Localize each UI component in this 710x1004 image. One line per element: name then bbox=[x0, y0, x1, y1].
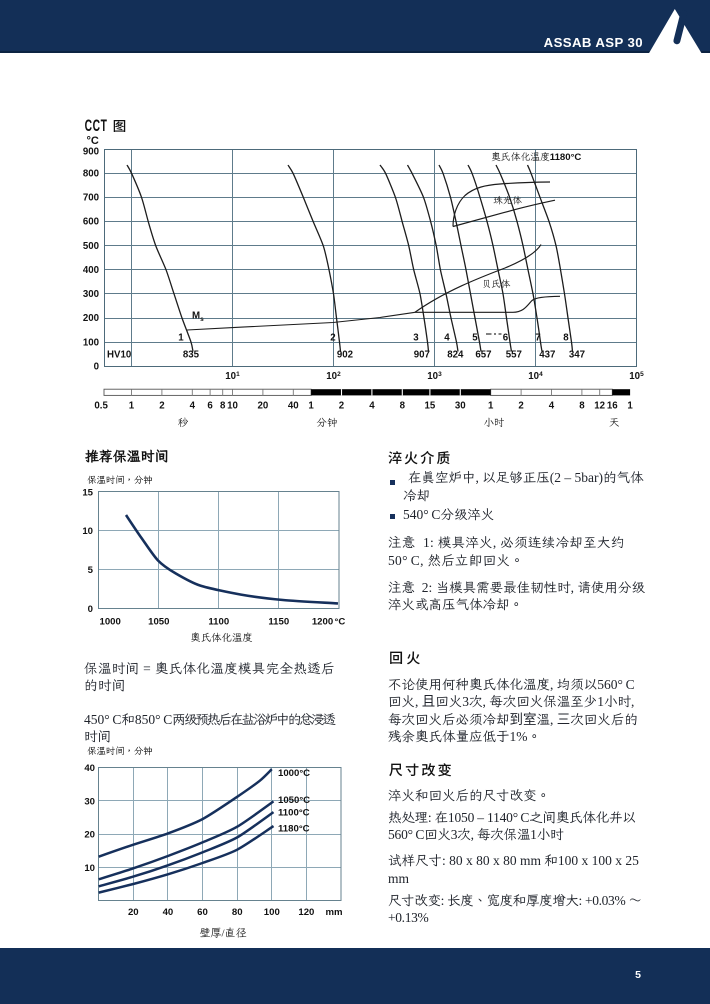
svg-text:400: 400 bbox=[83, 265, 99, 276]
svg-text:HV10: HV10 bbox=[107, 350, 131, 361]
svg-text:Ms: Ms bbox=[192, 311, 204, 324]
svg-text:贝氏体: 贝氏体 bbox=[482, 279, 511, 290]
svg-text:1000: 1000 bbox=[100, 617, 121, 628]
svg-text:°C: °C bbox=[335, 617, 346, 628]
svg-text:1: 1 bbox=[488, 401, 494, 412]
svg-text:30: 30 bbox=[455, 401, 466, 412]
svg-text:2: 2 bbox=[159, 401, 164, 412]
svg-text:600: 600 bbox=[83, 217, 99, 228]
svg-text:300: 300 bbox=[83, 289, 99, 300]
svg-text:40: 40 bbox=[163, 907, 174, 918]
svg-text:图: 图 bbox=[113, 115, 127, 135]
svg-text:1100: 1100 bbox=[208, 617, 229, 628]
svg-text:100: 100 bbox=[83, 337, 99, 348]
svg-text:347: 347 bbox=[569, 350, 585, 361]
svg-text:103: 103 bbox=[427, 371, 442, 382]
svg-text:80: 80 bbox=[232, 907, 243, 918]
svg-text:105: 105 bbox=[629, 371, 644, 382]
svg-text:8: 8 bbox=[220, 401, 226, 412]
svg-text:120: 120 bbox=[298, 907, 314, 918]
svg-text:4: 4 bbox=[549, 401, 555, 412]
svg-text:1180°C: 1180°C bbox=[278, 824, 310, 835]
svg-text:30: 30 bbox=[84, 796, 95, 807]
svg-text:12: 12 bbox=[594, 401, 605, 412]
svg-text:15: 15 bbox=[82, 487, 93, 498]
svg-text:40: 40 bbox=[288, 401, 299, 412]
svg-text:500: 500 bbox=[83, 241, 99, 252]
svg-text:奥氏体化温度1180°C: 奥氏体化温度1180°C bbox=[491, 152, 581, 163]
svg-text:5: 5 bbox=[472, 333, 478, 344]
svg-text:102: 102 bbox=[326, 371, 341, 382]
svg-text:10: 10 bbox=[227, 401, 238, 412]
svg-text:2: 2 bbox=[518, 401, 523, 412]
svg-text:900: 900 bbox=[83, 147, 99, 158]
svg-text:20: 20 bbox=[128, 907, 139, 918]
svg-text:4: 4 bbox=[190, 401, 196, 412]
svg-text:60: 60 bbox=[197, 907, 208, 918]
svg-text:800: 800 bbox=[83, 168, 99, 179]
svg-text:10: 10 bbox=[84, 863, 95, 874]
svg-text:2: 2 bbox=[330, 333, 335, 344]
svg-text:0: 0 bbox=[94, 362, 99, 373]
svg-text:1150: 1150 bbox=[268, 617, 289, 628]
svg-text:40: 40 bbox=[84, 763, 95, 774]
svg-text:壁厚/直径: 壁厚/直径 bbox=[199, 928, 246, 940]
svg-text:8: 8 bbox=[563, 333, 569, 344]
svg-text:907: 907 bbox=[414, 350, 430, 361]
svg-text:437: 437 bbox=[539, 350, 555, 361]
svg-text:1: 1 bbox=[129, 401, 135, 412]
svg-text:10: 10 bbox=[82, 526, 93, 537]
svg-text:20: 20 bbox=[84, 830, 95, 841]
svg-text:100: 100 bbox=[264, 907, 280, 918]
svg-text:6: 6 bbox=[503, 333, 509, 344]
svg-text:CCT: CCT bbox=[85, 117, 108, 135]
svg-text:天: 天 bbox=[609, 418, 619, 429]
svg-text:秒: 秒 bbox=[178, 418, 189, 429]
svg-text:3: 3 bbox=[413, 333, 419, 344]
svg-text:20: 20 bbox=[258, 401, 269, 412]
svg-text:1200: 1200 bbox=[312, 617, 333, 628]
svg-text:902: 902 bbox=[337, 350, 353, 361]
svg-text:8: 8 bbox=[400, 401, 406, 412]
svg-text:16: 16 bbox=[607, 401, 618, 412]
svg-text:835: 835 bbox=[183, 350, 200, 361]
svg-text:0: 0 bbox=[88, 604, 93, 615]
svg-text:1: 1 bbox=[627, 401, 633, 412]
svg-text:1100°C: 1100°C bbox=[278, 808, 310, 819]
svg-text:200: 200 bbox=[83, 313, 99, 324]
svg-text:1050°C: 1050°C bbox=[278, 795, 310, 806]
svg-text:奥氏体化温度: 奥氏体化温度 bbox=[190, 632, 253, 644]
svg-text:1: 1 bbox=[308, 401, 314, 412]
svg-text:mm: mm bbox=[325, 907, 342, 918]
svg-text:824: 824 bbox=[447, 350, 464, 361]
svg-text:7: 7 bbox=[535, 333, 540, 344]
svg-text:104: 104 bbox=[528, 371, 543, 382]
svg-text:4: 4 bbox=[444, 333, 450, 344]
svg-text:0.5: 0.5 bbox=[94, 401, 108, 412]
svg-text:4: 4 bbox=[369, 401, 375, 412]
svg-text:1: 1 bbox=[178, 333, 184, 344]
svg-text:5: 5 bbox=[88, 565, 94, 576]
svg-text:小时: 小时 bbox=[484, 418, 505, 429]
svg-text:1050: 1050 bbox=[148, 617, 169, 628]
svg-text:6: 6 bbox=[207, 401, 213, 412]
svg-text:15: 15 bbox=[425, 401, 436, 412]
svg-text:700: 700 bbox=[83, 193, 99, 204]
svg-text:珠光体: 珠光体 bbox=[493, 196, 522, 207]
svg-text:8: 8 bbox=[579, 401, 585, 412]
svg-text:1000°C: 1000°C bbox=[278, 768, 310, 779]
svg-text:2: 2 bbox=[339, 401, 344, 412]
svg-text:557: 557 bbox=[506, 350, 522, 361]
svg-text:分钟: 分钟 bbox=[317, 418, 338, 429]
svg-text:101: 101 bbox=[225, 371, 240, 382]
svg-text:657: 657 bbox=[475, 350, 491, 361]
